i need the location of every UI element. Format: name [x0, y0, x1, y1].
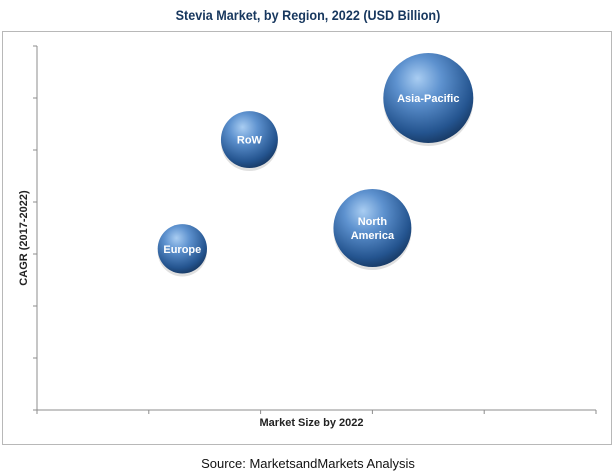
bubble-label-line: Europe: [163, 244, 201, 256]
bubble-circle: [333, 189, 412, 267]
x-axis-label: Market Size by 2022: [260, 417, 364, 429]
bubble-label-line: Asia-Pacific: [397, 93, 459, 105]
bubble-label: RoW: [237, 135, 263, 147]
bubble-label: North America: [351, 216, 395, 242]
bubble-label: Europe: [163, 244, 201, 256]
chart-frame: [2, 31, 612, 445]
bubble-north-america: North America: [333, 189, 412, 270]
bubble-europe: Europe: [157, 224, 207, 277]
bubble-label: Asia-Pacific: [397, 93, 459, 105]
bubble-label-line: America: [351, 230, 395, 242]
bubble-circle: [383, 53, 474, 143]
chart-title: Stevia Market, by Region, 2022 (USD Bill…: [175, 7, 441, 23]
y-axis-label: CAGR (2017-2022): [18, 190, 30, 286]
bubble-label-line: RoW: [237, 135, 263, 147]
bubble-circle: [220, 111, 278, 169]
bubble-asia-pacific: Asia-Pacific: [383, 53, 474, 146]
bubble-circle: [157, 224, 207, 274]
bubble-label-line: North: [358, 216, 388, 228]
source-note: Source: MarketsandMarkets Analysis: [201, 456, 415, 471]
bubble-row: RoW: [220, 111, 278, 172]
